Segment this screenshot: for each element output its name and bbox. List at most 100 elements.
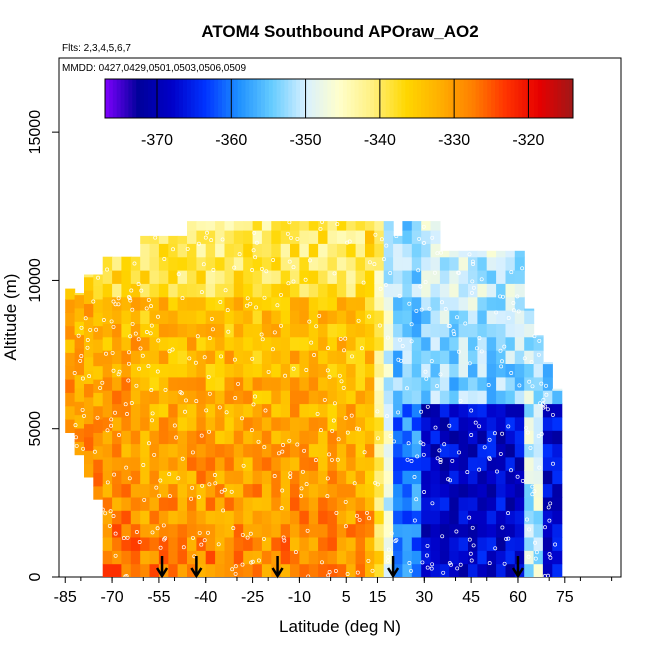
heatmap-cell <box>458 483 469 498</box>
sample-point <box>304 482 309 487</box>
heatmap-cell <box>224 310 235 324</box>
colorbar-segment <box>276 79 281 118</box>
heatmap-cell <box>308 296 319 311</box>
heatmap-cell <box>421 221 432 231</box>
heatmap-cell <box>327 510 338 525</box>
sample-point <box>162 257 167 261</box>
heatmap-cell <box>205 390 216 405</box>
sample-point <box>196 241 201 246</box>
heatmap-cell <box>336 416 347 431</box>
heatmap-cell <box>187 221 197 231</box>
sample-point <box>163 387 168 392</box>
heatmap-cell <box>439 550 450 565</box>
heatmap-cell <box>524 403 535 418</box>
heatmap-cell <box>393 563 404 577</box>
sample-point <box>314 324 319 329</box>
heatmap-cell <box>411 310 422 324</box>
heatmap-cell <box>168 350 179 364</box>
heatmap-cell <box>411 470 422 485</box>
heatmap-cell <box>140 496 151 511</box>
colorbar-segment <box>362 79 367 118</box>
heatmap-cell <box>140 376 151 391</box>
sample-point <box>309 340 314 345</box>
heatmap-cell <box>187 550 197 565</box>
heatmap-cell <box>552 550 563 565</box>
heatmap-cell <box>271 390 282 405</box>
heatmap-cell <box>430 310 441 324</box>
heatmap-cell <box>252 416 263 431</box>
heatmap-cell <box>458 510 469 525</box>
heatmap-cell <box>327 221 338 231</box>
heatmap-cell <box>477 250 488 258</box>
heatmap-cell <box>430 563 441 577</box>
heatmap-cell <box>252 430 263 445</box>
sample-point <box>398 337 402 342</box>
sample-point <box>502 344 507 349</box>
heatmap-cell <box>411 390 422 405</box>
sample-point <box>532 334 537 339</box>
sample-point <box>110 350 115 355</box>
heatmap-cell <box>439 390 450 405</box>
heatmap-cell <box>411 230 422 244</box>
heatmap-cell <box>149 310 160 324</box>
heatmap-cell <box>336 456 347 471</box>
heatmap-cell <box>121 256 132 271</box>
sample-point <box>375 482 380 487</box>
heatmap-cell <box>552 496 563 511</box>
heatmap-cell <box>505 470 516 485</box>
heatmap-cell <box>318 456 329 471</box>
heatmap-cell <box>318 376 329 391</box>
sample-point <box>438 460 443 464</box>
sample-point <box>72 371 77 375</box>
heatmap-cell <box>430 336 441 351</box>
heatmap-cell <box>449 296 460 311</box>
heatmap-cell <box>187 390 197 405</box>
colorbar-segment <box>327 79 332 118</box>
heatmap-cell <box>158 323 169 338</box>
heatmap-cell <box>65 352 76 367</box>
heatmap-cell <box>84 410 94 425</box>
heatmap-cell <box>280 496 291 511</box>
heatmap-cell <box>327 403 338 418</box>
heatmap-cell <box>411 376 422 391</box>
heatmap-cell <box>421 430 432 445</box>
heatmap-cell <box>196 496 207 511</box>
sample-point <box>146 297 151 302</box>
heatmap-cell <box>524 510 535 525</box>
heatmap-cell <box>430 350 441 364</box>
heatmap-cell <box>336 230 347 244</box>
heatmap-cell <box>505 270 516 284</box>
sample-point <box>88 327 93 332</box>
sample-point <box>161 523 166 528</box>
sample-point <box>539 381 544 386</box>
heatmap-cell <box>102 523 113 538</box>
heatmap-cell <box>411 270 422 284</box>
heatmap-cell <box>542 537 553 551</box>
heatmap-cell <box>327 310 338 324</box>
sample-point <box>534 550 539 555</box>
heatmap-cell <box>402 221 413 231</box>
sample-point <box>195 334 200 339</box>
sample-point <box>416 268 421 273</box>
heatmap-cell <box>346 310 357 324</box>
sample-point <box>116 296 121 301</box>
sample-point <box>421 452 426 457</box>
sample-point <box>425 553 429 558</box>
heatmap-cell <box>383 256 394 271</box>
heatmap-cell <box>130 537 141 551</box>
heatmap-cell <box>308 363 319 378</box>
heatmap-cell <box>140 270 151 284</box>
heatmap-cell <box>542 510 553 525</box>
colorbar-segment <box>498 79 504 118</box>
heatmap-cell <box>224 221 235 231</box>
heatmap-cell <box>243 376 254 391</box>
heatmap-cell <box>468 550 478 565</box>
sample-point <box>152 452 157 457</box>
sample-point <box>272 474 277 478</box>
heatmap-cell <box>458 496 469 511</box>
heatmap-cell <box>327 443 338 458</box>
heatmap-cell <box>158 523 169 538</box>
heatmap-cell <box>130 470 141 485</box>
heatmap-cell <box>271 230 282 244</box>
colorbar-segment <box>214 79 219 118</box>
